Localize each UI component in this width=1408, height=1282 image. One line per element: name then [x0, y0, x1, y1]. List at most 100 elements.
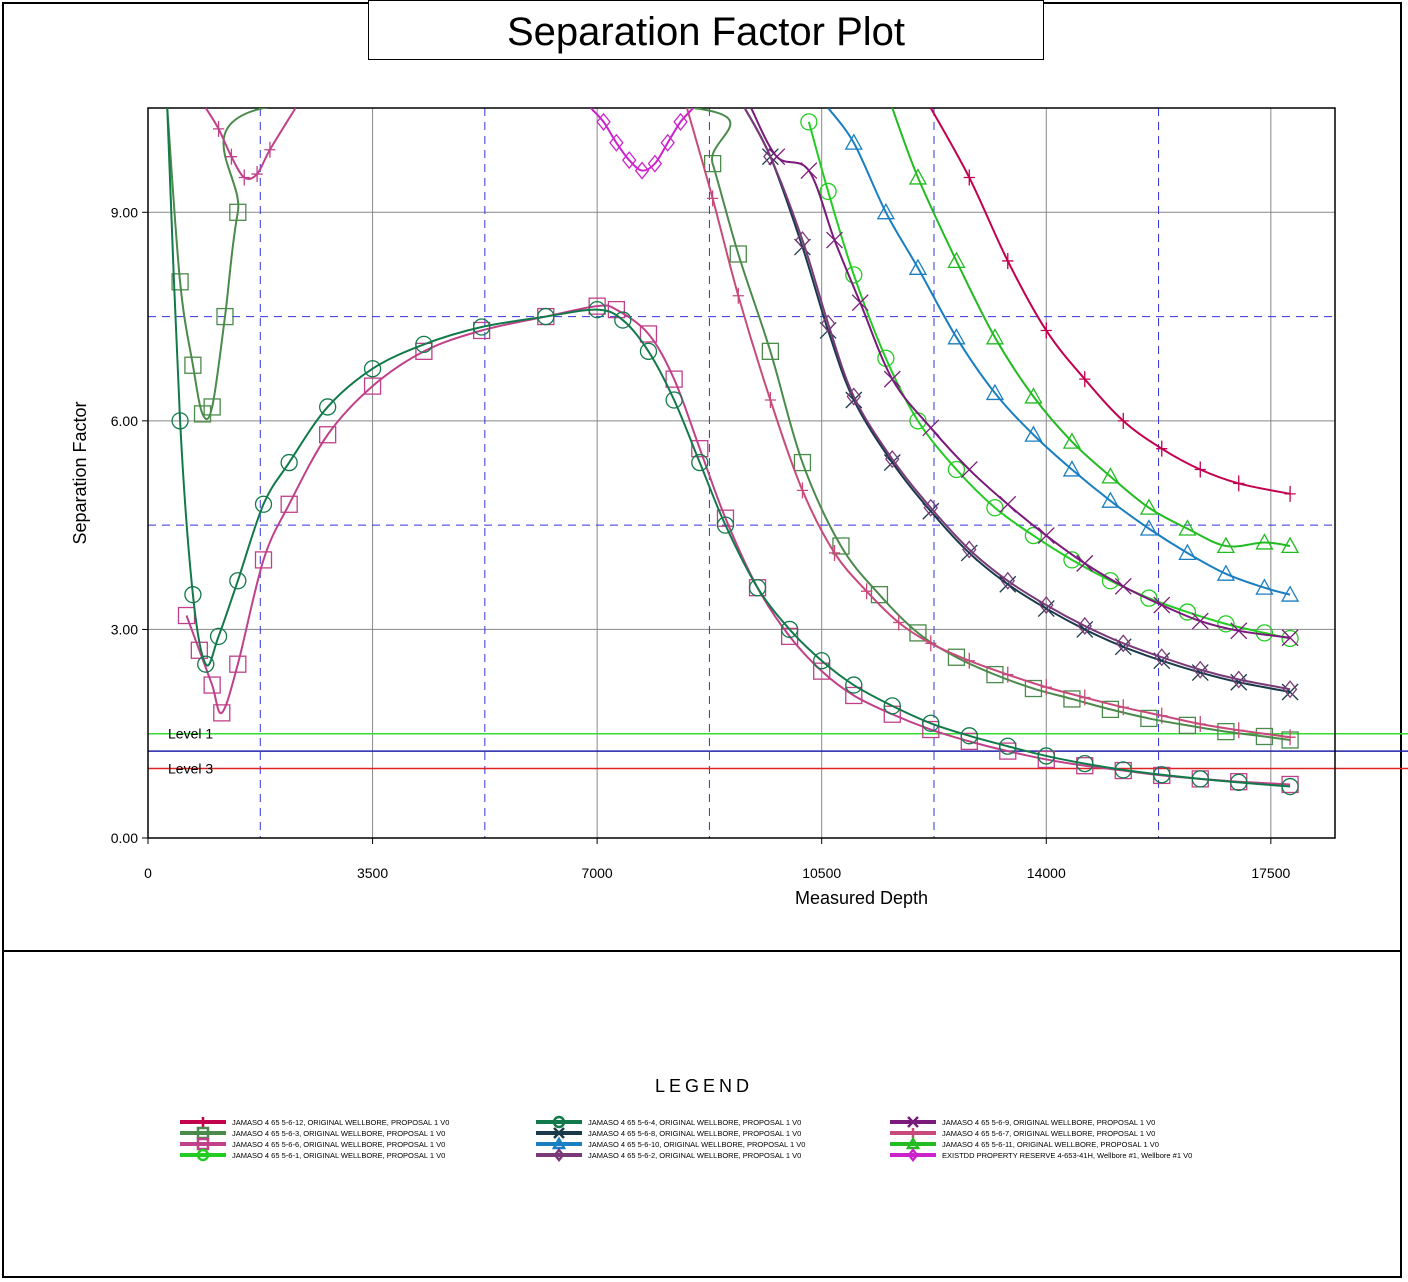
data-point	[796, 482, 809, 499]
data-point	[1062, 432, 1082, 449]
data-point	[732, 287, 744, 304]
legend-item: JAMASO 4 65 5-6-9, ORIGINAL WELLBORE, PR…	[890, 1116, 1155, 1128]
data-point	[1024, 387, 1043, 404]
legend-item: JAMASO 4 65 5-6-6, ORIGINAL WELLBORE, PR…	[180, 1137, 445, 1151]
data-point	[893, 614, 905, 631]
data-point	[639, 325, 658, 343]
data-point	[832, 537, 850, 555]
data-point	[1117, 699, 1129, 716]
data-point	[764, 392, 776, 408]
data-point	[1139, 519, 1159, 536]
data-point	[1231, 670, 1246, 689]
data-point	[883, 697, 901, 715]
data-point	[264, 141, 276, 158]
data-point	[1139, 498, 1159, 515]
data-point	[1216, 564, 1236, 581]
data-point	[819, 182, 837, 201]
series-line	[743, 108, 1291, 691]
data-point	[947, 251, 966, 269]
legend-label: JAMASO 4 65 5-6-2, ORIGINAL WELLBORE, PR…	[588, 1151, 801, 1160]
data-point	[1281, 629, 1299, 647]
data-point	[588, 297, 606, 315]
data-point	[171, 412, 189, 430]
data-point	[588, 300, 606, 319]
data-point	[1040, 679, 1052, 696]
legend-item: JAMASO 4 65 5-6-1, ORIGINAL WELLBORE, PR…	[180, 1148, 445, 1162]
legend-item: JAMASO 4 65 5-6-3, ORIGINAL WELLBORE, PR…	[180, 1126, 445, 1140]
data-point	[1191, 770, 1209, 788]
data-point	[634, 161, 650, 180]
legend-swatch-marker	[199, 1117, 207, 1127]
y-tick-label: 3.00	[111, 621, 138, 637]
data-point	[1280, 585, 1300, 602]
series-line	[589, 108, 695, 172]
legend-item: EXISTDD PROPERTY RESERVE 4-653-41H, Well…	[890, 1147, 1192, 1163]
data-point	[609, 133, 624, 152]
data-point	[1230, 773, 1248, 792]
series-line	[929, 108, 1291, 495]
data-point	[1230, 622, 1248, 640]
data-point	[1101, 700, 1120, 719]
data-point	[960, 727, 978, 745]
data-point	[1140, 709, 1158, 728]
series-line	[166, 108, 1291, 741]
data-point	[171, 273, 189, 291]
x-tick-label: 17500	[1251, 865, 1290, 881]
legend-item: JAMASO 4 65 5-6-4, ORIGINAL WELLBORE, PR…	[536, 1115, 801, 1129]
data-point	[908, 258, 928, 275]
data-point	[729, 245, 747, 263]
data-point	[846, 387, 862, 406]
y-tick-label: 6.00	[111, 413, 138, 429]
data-point	[1153, 766, 1171, 784]
data-point	[1101, 491, 1120, 508]
legend-item: JAMASO 4 65 5-6-12, ORIGINAL WELLBORE, P…	[180, 1117, 449, 1127]
plot-border	[147, 107, 1336, 839]
data-point	[922, 714, 940, 732]
data-point	[472, 321, 491, 340]
y-tick-label: 9.00	[111, 204, 138, 220]
data-point	[203, 398, 221, 416]
data-point	[820, 314, 836, 333]
data-point	[876, 202, 895, 220]
data-point	[225, 148, 238, 165]
legend-swatch-marker	[553, 1127, 565, 1139]
x-tick-label: 3500	[357, 865, 388, 881]
data-point	[1037, 750, 1055, 769]
data-point	[962, 540, 977, 559]
data-point	[363, 377, 382, 395]
data-point	[665, 391, 683, 409]
series-group	[166, 108, 1300, 796]
data-point	[691, 453, 709, 472]
data-point	[254, 551, 273, 569]
data-point	[985, 383, 1005, 401]
series-line	[827, 108, 1291, 596]
data-point	[909, 624, 927, 642]
data-point	[999, 495, 1017, 513]
data-point	[193, 405, 212, 423]
data-point	[947, 328, 966, 345]
data-point	[213, 704, 231, 722]
data-point	[1076, 554, 1094, 572]
series-line	[891, 108, 1291, 548]
data-point	[1178, 716, 1197, 735]
plot-area	[148, 108, 1335, 838]
data-point	[1255, 727, 1274, 746]
data-point	[1153, 596, 1171, 614]
data-point	[1037, 527, 1055, 545]
data-point	[999, 737, 1017, 755]
legend-label: JAMASO 4 65 5-6-6, ORIGINAL WELLBORE, PR…	[232, 1140, 445, 1149]
data-point	[1178, 543, 1197, 561]
x-axis-label: Measured Depth	[795, 888, 928, 908]
legend-label: JAMASO 4 65 5-6-3, ORIGINAL WELLBORE, PR…	[232, 1129, 445, 1138]
data-point	[1002, 666, 1014, 683]
legend-label: JAMASO 4 65 5-6-11, ORIGINAL WELLBORE, P…	[942, 1140, 1159, 1149]
level-label: Level 1	[168, 726, 213, 742]
data-point	[229, 572, 247, 590]
level-label: Level 3	[168, 760, 213, 776]
data-point	[844, 133, 863, 150]
data-point	[1194, 715, 1206, 732]
data-point	[923, 498, 939, 517]
data-point	[229, 203, 247, 221]
data-point	[761, 342, 780, 360]
data-point	[1002, 252, 1014, 269]
